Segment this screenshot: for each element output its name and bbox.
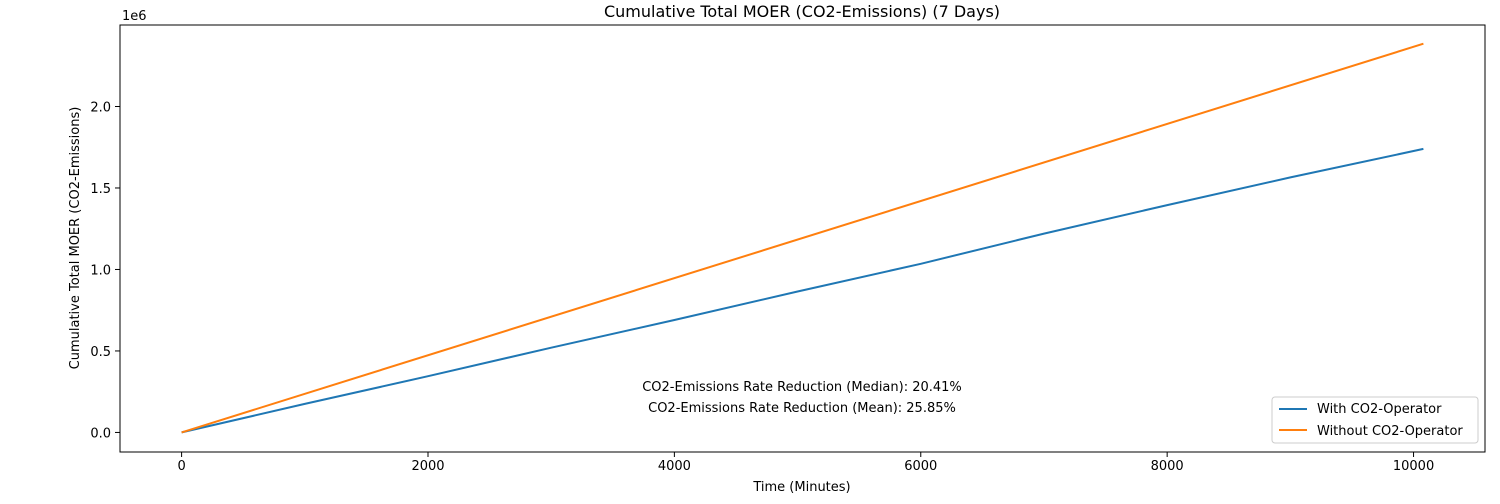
- y-tick-label: 2.0: [90, 100, 111, 115]
- x-tick-label: 10000: [1393, 459, 1434, 474]
- chart-title: Cumulative Total MOER (CO2-Emissions) (7…: [604, 2, 1000, 21]
- x-tick-label: 8000: [1151, 459, 1184, 474]
- legend: With CO2-Operator Without CO2-Operator: [1271, 396, 1479, 444]
- y-tick-label: 0.5: [90, 345, 111, 360]
- plot-frame: [119, 24, 1486, 453]
- y-tick-label: 0.0: [90, 426, 111, 441]
- y-axis-label: Cumulative Total MOER (CO2-Emissions): [68, 107, 83, 370]
- x-tick-label: 0: [177, 459, 185, 474]
- x-tick-label: 2000: [411, 459, 444, 474]
- legend-label-without-operator: Without CO2-Operator: [1317, 424, 1463, 439]
- legend-box: [1271, 396, 1479, 444]
- y-tick-label: 1.0: [90, 263, 111, 278]
- legend-label-with-operator: With CO2-Operator: [1317, 402, 1442, 417]
- x-axis-label: Time (Minutes): [752, 480, 850, 495]
- x-tick-label: 4000: [658, 459, 691, 474]
- x-tick-label: 6000: [904, 459, 937, 474]
- y-offset-label: 1e6: [122, 9, 147, 24]
- y-tick-label: 1.5: [90, 182, 111, 197]
- annotation-mean: CO2-Emissions Rate Reduction (Mean): 25.…: [648, 401, 956, 416]
- series-line-1: [181, 42, 1424, 434]
- annotation-median: CO2-Emissions Rate Reduction (Median): 2…: [642, 380, 962, 395]
- series-line-0: [181, 147, 1424, 434]
